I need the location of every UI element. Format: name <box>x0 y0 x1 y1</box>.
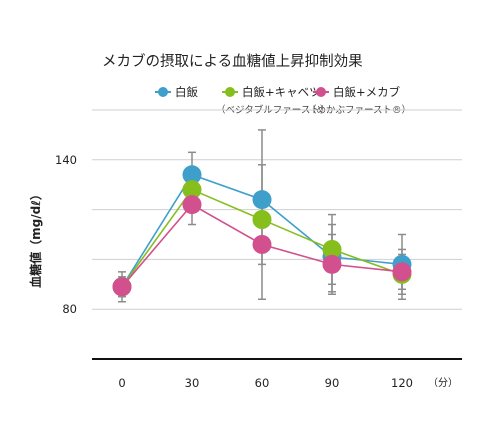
y-axis-label: 血糖値（mg/dℓ） <box>28 188 43 288</box>
legend-marker <box>316 87 326 97</box>
gridlines <box>92 109 462 310</box>
y-tick-label: 80 <box>62 302 77 316</box>
x-tick-label: 0 <box>118 376 125 390</box>
data-point <box>252 190 272 210</box>
data-point <box>252 234 272 254</box>
y-tick-label: 140 <box>55 153 77 167</box>
x-axis-unit: （分） <box>428 377 458 389</box>
data-point <box>252 210 272 230</box>
legend-label: 白飯+メカブ <box>333 85 401 99</box>
data-point <box>182 180 202 200</box>
data-points <box>112 165 412 297</box>
legend-label: 白飯+キャベツ <box>242 85 321 99</box>
data-point <box>392 262 412 282</box>
legend-marker <box>158 87 168 97</box>
x-tick-label: 90 <box>325 376 340 390</box>
x-tick-labels: 0 30 60 90 120 <box>118 376 413 390</box>
data-point <box>182 195 202 215</box>
legend-marker <box>225 87 235 97</box>
data-point <box>112 277 132 297</box>
x-tick-label: 60 <box>255 376 270 390</box>
x-tick-label: 30 <box>185 376 200 390</box>
data-point <box>322 239 342 259</box>
x-tick-label: 120 <box>391 376 413 390</box>
legend-label: 白飯 <box>175 85 198 99</box>
legend: 白飯 白飯+キャベツ（ベジタブルファースト）白飯+メカブ（めかぶファースト®） <box>155 85 411 116</box>
data-point <box>182 165 202 185</box>
y-tick-labels: 80 140 <box>55 153 77 316</box>
data-point <box>322 254 342 274</box>
chart-title: メカブの摂取による血糖値上昇抑制効果 <box>102 52 363 70</box>
